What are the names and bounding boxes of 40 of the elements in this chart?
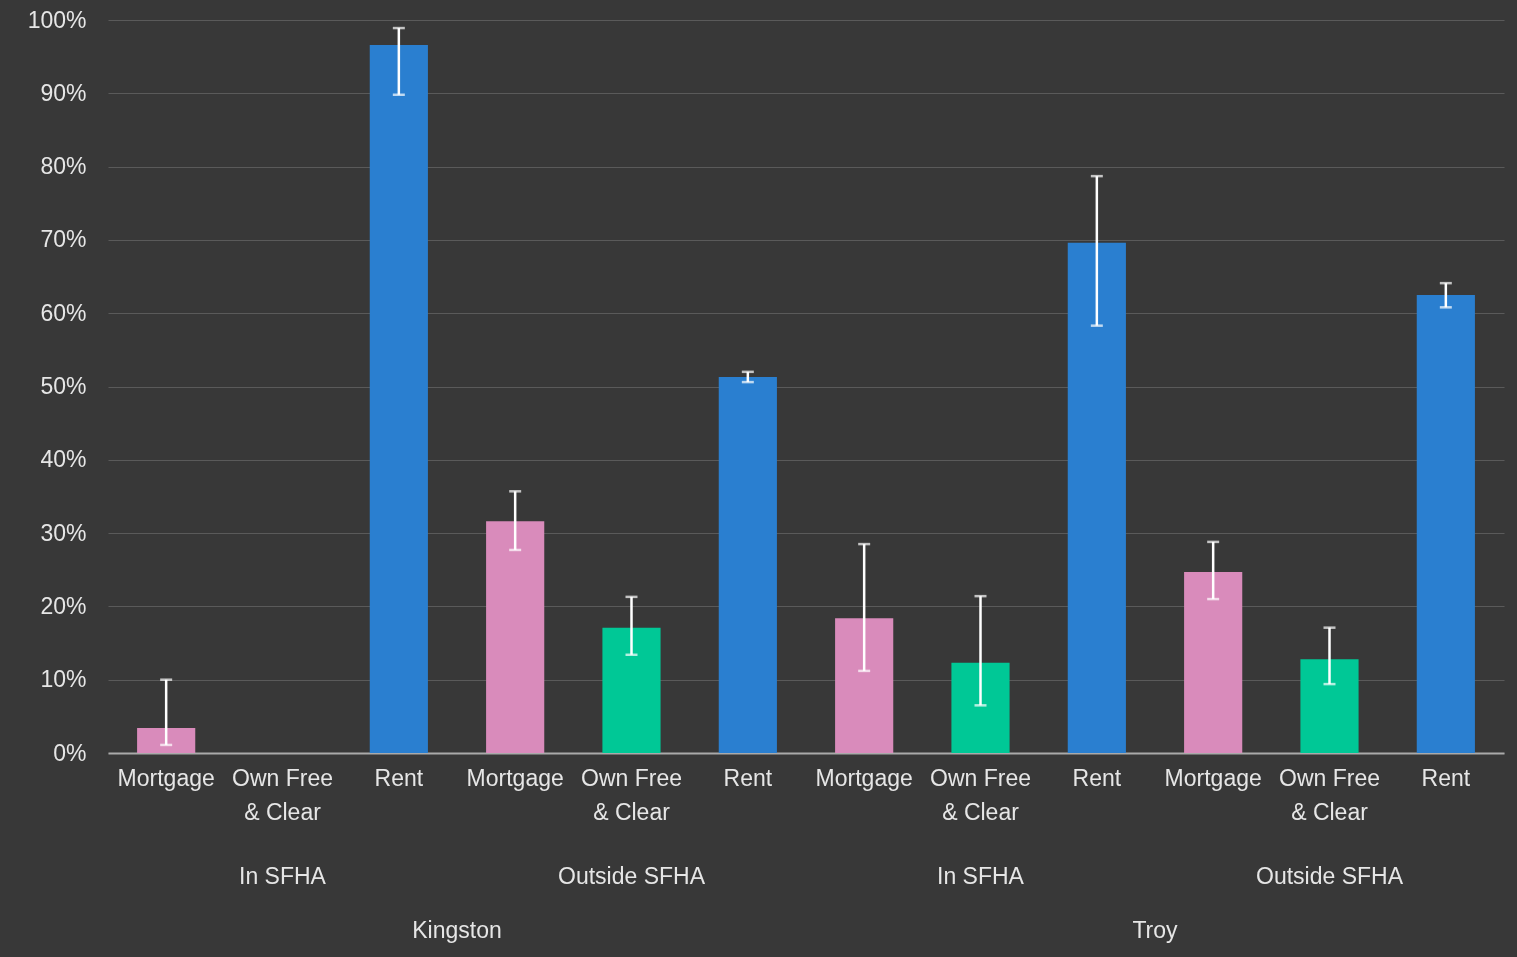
- text: In SFHA: [239, 863, 327, 889]
- bar: [486, 521, 545, 753]
- x-tick-label: Own Free & Clear: [232, 764, 333, 825]
- x-tick-label: Mortgage: [466, 764, 564, 791]
- y-tick-label: 30%: [40, 519, 87, 546]
- x-tick-label: Mortgage: [1164, 764, 1262, 791]
- text: In SFHA: [937, 863, 1025, 889]
- x-tick-label: Rent: [723, 764, 773, 791]
- y-tick-label: 40%: [40, 446, 87, 473]
- bar: [1184, 571, 1243, 753]
- y-tick-label: 80%: [40, 153, 87, 180]
- bar: [137, 728, 196, 753]
- bar: [951, 662, 1010, 753]
- y-tick-label: 100%: [27, 6, 87, 33]
- bar: [369, 44, 428, 753]
- y-tick-label: 50%: [40, 373, 87, 399]
- x-tick-label: Own Free & Clear: [1279, 764, 1380, 825]
- text: Outside SFHA: [558, 863, 706, 889]
- y-tick-label: 60%: [40, 299, 87, 326]
- text: Outside SFHA: [1256, 863, 1404, 889]
- x-tick-label: Rent: [1072, 764, 1122, 791]
- bar: [1416, 294, 1475, 753]
- bar: [1067, 242, 1126, 753]
- text: Troy: [1132, 917, 1179, 943]
- y-tick-label: 10%: [40, 666, 87, 693]
- x-tick-label: Rent: [1421, 764, 1471, 791]
- x-tick-label: Rent: [374, 764, 424, 791]
- y-tick-label: 0%: [53, 739, 87, 766]
- x-tick-label: Own Free & Clear: [581, 764, 682, 825]
- text: Kingston: [412, 917, 502, 943]
- x-tick-label: Mortgage: [117, 764, 215, 791]
- bar: [1300, 659, 1359, 753]
- x-tick-label: Own Free & Clear: [930, 764, 1031, 825]
- y-tick-label: 90%: [40, 79, 87, 106]
- y-tick-label: 20%: [40, 592, 87, 619]
- x-tick-label: Mortgage: [815, 764, 913, 791]
- bar: [718, 376, 777, 753]
- y-tick-label: 70%: [40, 226, 87, 253]
- bar: [602, 627, 661, 753]
- bar: [835, 618, 894, 753]
